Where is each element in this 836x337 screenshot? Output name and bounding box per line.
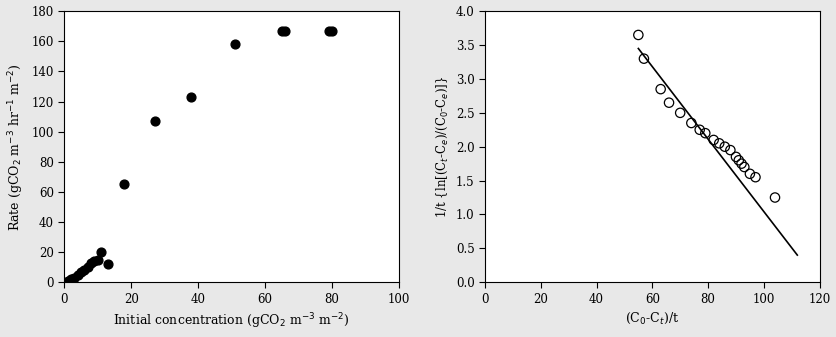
X-axis label: Initial concentration (gCO$_2$ m$^{-3}$ m$^{-2}$): Initial concentration (gCO$_2$ m$^{-3}$ … bbox=[113, 311, 349, 331]
Point bbox=[636, 56, 650, 61]
Point bbox=[101, 262, 115, 267]
Point bbox=[734, 161, 747, 166]
Point bbox=[742, 171, 756, 177]
Point bbox=[78, 268, 91, 273]
Point bbox=[68, 275, 81, 280]
Y-axis label: Rate (gCO$_2$ m$^{-3}$ hr$^{-1}$ m$^{-2}$): Rate (gCO$_2$ m$^{-3}$ hr$^{-1}$ m$^{-2}… bbox=[6, 63, 26, 231]
Point bbox=[71, 272, 84, 277]
Point bbox=[148, 118, 161, 124]
Point bbox=[81, 265, 94, 270]
Point bbox=[185, 94, 198, 100]
Point bbox=[322, 28, 335, 33]
Point bbox=[88, 258, 101, 264]
Point bbox=[737, 164, 750, 170]
Point bbox=[325, 28, 339, 33]
Point bbox=[94, 249, 108, 255]
Point bbox=[692, 127, 706, 132]
Point bbox=[118, 182, 131, 187]
Point bbox=[91, 257, 104, 262]
Point bbox=[631, 32, 645, 38]
Point bbox=[698, 130, 711, 136]
Point bbox=[748, 175, 762, 180]
Point bbox=[661, 100, 675, 105]
Point bbox=[684, 120, 697, 126]
Point bbox=[728, 154, 742, 160]
Point bbox=[732, 158, 745, 163]
Point bbox=[711, 141, 725, 146]
Point bbox=[653, 87, 666, 92]
Point bbox=[673, 110, 686, 116]
X-axis label: (C$_0$-C$_t$)/t: (C$_0$-C$_t$)/t bbox=[624, 311, 679, 326]
Point bbox=[228, 42, 242, 47]
Point bbox=[74, 269, 88, 274]
Point bbox=[723, 147, 737, 153]
Point bbox=[275, 28, 288, 33]
Point bbox=[717, 144, 731, 149]
Point bbox=[61, 278, 74, 283]
Point bbox=[706, 137, 720, 143]
Point bbox=[278, 28, 292, 33]
Y-axis label: 1/t {ln[(C$_t$-C$_e$)/(C$_0$-C$_e$)]}: 1/t {ln[(C$_t$-C$_e$)/(C$_0$-C$_e$)]} bbox=[435, 75, 450, 218]
Point bbox=[767, 195, 781, 200]
Point bbox=[64, 276, 78, 282]
Point bbox=[84, 260, 98, 265]
